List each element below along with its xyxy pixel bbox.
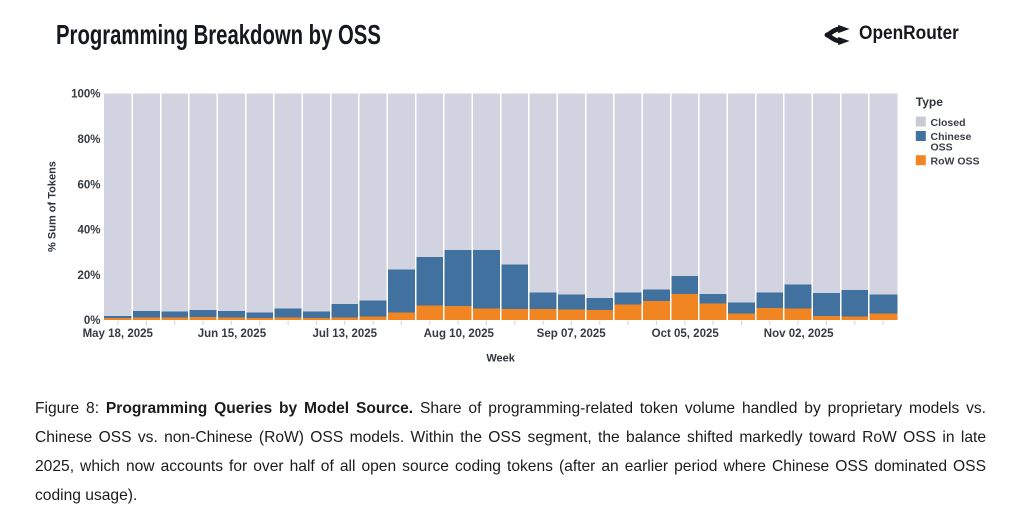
svg-text:Oct 05, 2025: Oct 05, 2025 (652, 328, 720, 340)
svg-text:Aug 10, 2025: Aug 10, 2025 (424, 328, 495, 340)
svg-text:% Sum of Tokens: % Sum of Tokens (47, 161, 59, 252)
svg-text:Type: Type (916, 95, 943, 109)
svg-text:Closed: Closed (931, 117, 966, 129)
svg-text:Sep 07, 2025: Sep 07, 2025 (537, 328, 607, 340)
svg-text:Chinese: Chinese (931, 131, 972, 143)
svg-text:60%: 60% (77, 179, 100, 191)
svg-text:100%: 100% (71, 88, 100, 100)
svg-text:RoW OSS: RoW OSS (931, 155, 980, 167)
svg-text:OSS: OSS (931, 142, 953, 154)
svg-text:Jun 15, 2025: Jun 15, 2025 (198, 328, 267, 340)
svg-text:Nov 02, 2025: Nov 02, 2025 (764, 328, 834, 340)
svg-text:May 18, 2025: May 18, 2025 (83, 328, 154, 340)
svg-text:0%: 0% (84, 315, 101, 327)
svg-text:40%: 40% (77, 224, 100, 236)
svg-text:20%: 20% (77, 270, 100, 282)
svg-text:Week: Week (486, 353, 515, 365)
svg-text:80%: 80% (77, 134, 100, 146)
svg-text:Jul 13, 2025: Jul 13, 2025 (312, 328, 377, 340)
